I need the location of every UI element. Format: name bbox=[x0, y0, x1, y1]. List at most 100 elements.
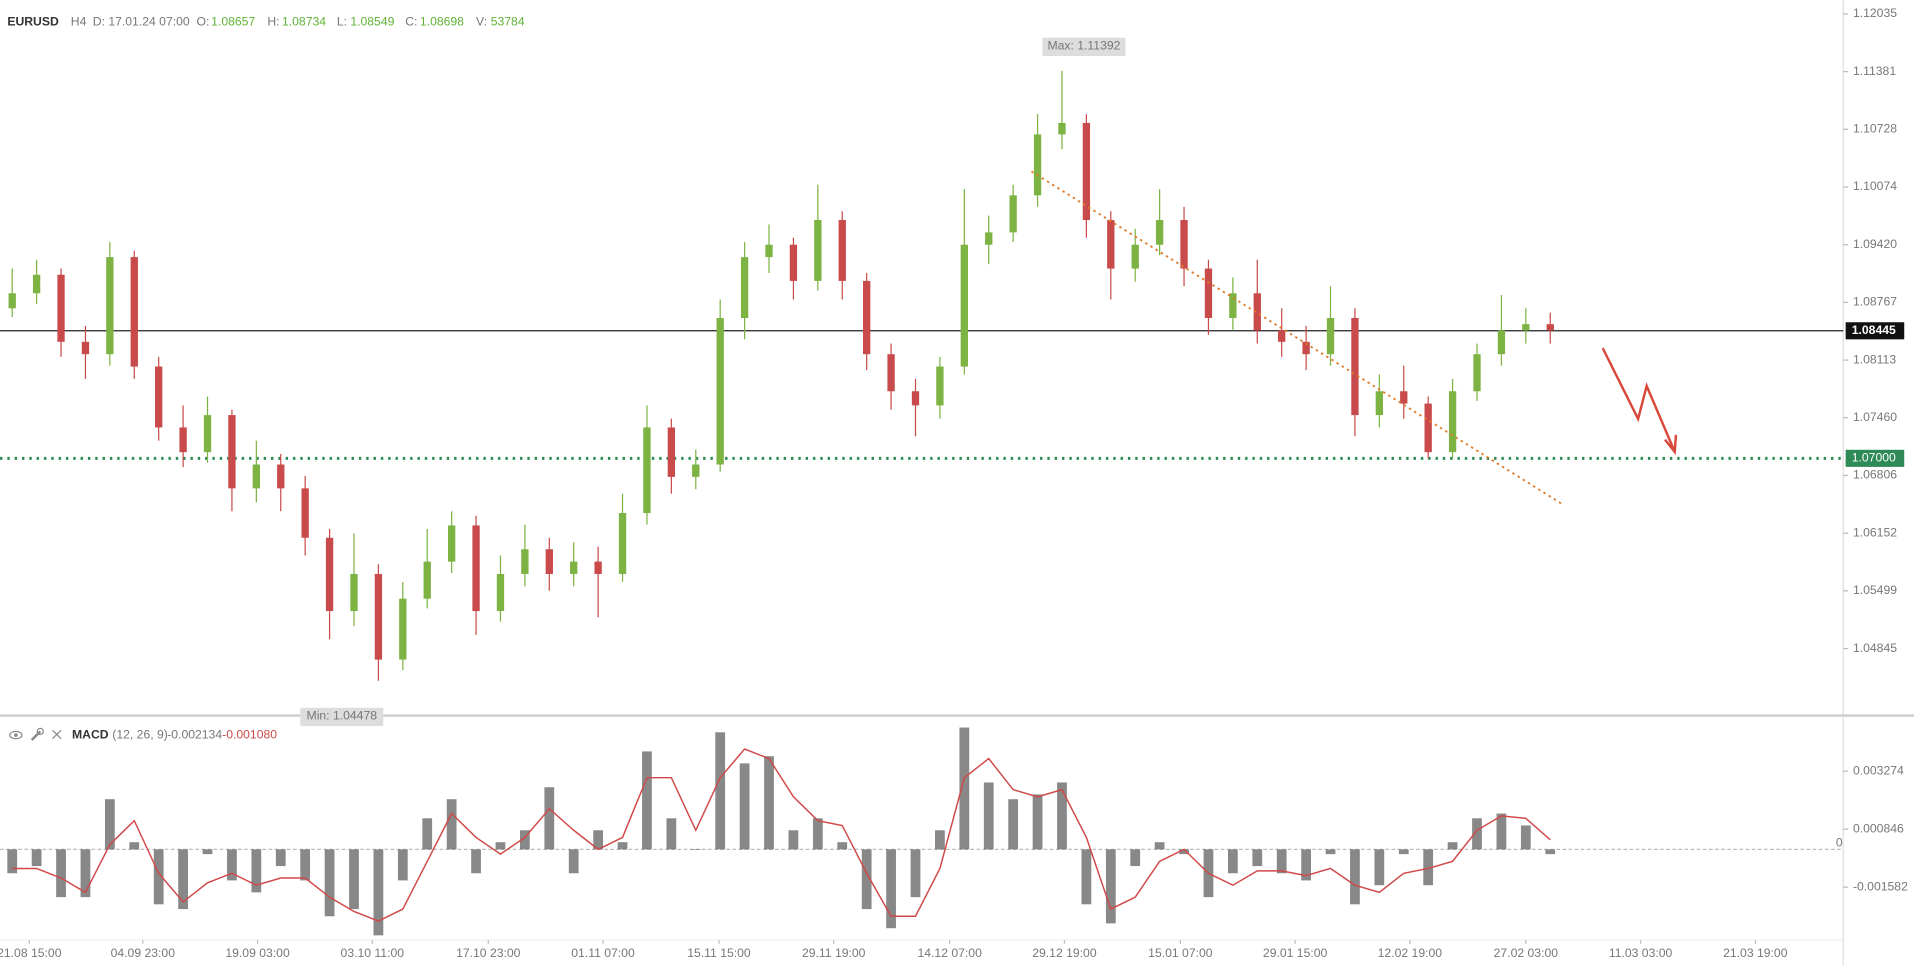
x-tick-label: 15.11 15:00 bbox=[687, 946, 751, 960]
candle-body bbox=[1302, 341, 1310, 355]
field-value: 1.08657 bbox=[211, 14, 255, 28]
macd-bar bbox=[959, 727, 970, 850]
candle-body bbox=[1473, 354, 1481, 392]
candle-body bbox=[1155, 220, 1164, 245]
candle-body bbox=[57, 274, 65, 342]
eye-icon[interactable] bbox=[9, 730, 23, 740]
macd-bar bbox=[495, 842, 506, 850]
macd-bar bbox=[544, 787, 555, 850]
candle-body bbox=[1082, 122, 1091, 221]
candle-body bbox=[1009, 195, 1017, 233]
candle-body bbox=[789, 244, 798, 281]
candle-body bbox=[1326, 317, 1335, 355]
candle-body bbox=[1424, 403, 1432, 453]
candle-body bbox=[765, 244, 773, 258]
candle-body bbox=[1204, 268, 1213, 318]
y-tick-label: 1.10728 bbox=[1853, 121, 1897, 135]
candle-body bbox=[936, 366, 944, 406]
macd-bar bbox=[129, 842, 140, 850]
settings-icon[interactable] bbox=[30, 727, 44, 741]
candle-body bbox=[447, 525, 456, 562]
date: D: 17.01.24 07:00 bbox=[93, 14, 190, 28]
level-box bbox=[1845, 449, 1905, 467]
macd-bar bbox=[1154, 842, 1165, 850]
x-tick-label: 29.01 15:00 bbox=[1263, 946, 1328, 960]
x-tick-label: 12.02 19:00 bbox=[1378, 946, 1443, 960]
candle-body bbox=[472, 525, 480, 612]
macd-bar bbox=[422, 818, 433, 850]
macd-bar bbox=[373, 849, 384, 936]
level-label: 1.07000 bbox=[1852, 451, 1896, 465]
macd-bar bbox=[275, 849, 286, 867]
y-tick-label: 1.12035 bbox=[1853, 6, 1897, 20]
candle-body bbox=[1033, 134, 1042, 196]
macd-bar bbox=[300, 849, 311, 881]
candle-body bbox=[863, 280, 871, 355]
candle-body bbox=[1229, 293, 1237, 318]
x-tick-label: 21.03 19:00 bbox=[1723, 946, 1788, 960]
macd-bar bbox=[1301, 849, 1311, 881]
macd-bar bbox=[861, 849, 872, 910]
macd-bar bbox=[690, 849, 701, 850]
macd-bar bbox=[520, 830, 530, 850]
candle-body bbox=[838, 220, 846, 281]
y-tick-label: 1.11381 bbox=[1853, 64, 1896, 78]
field-label: V: bbox=[476, 14, 487, 28]
candle-body bbox=[1058, 122, 1066, 135]
candle-body bbox=[1400, 391, 1408, 404]
macd-bar bbox=[593, 830, 604, 850]
candle-body bbox=[618, 513, 627, 574]
candle-body bbox=[1546, 324, 1554, 331]
candle-body bbox=[1131, 244, 1139, 269]
field-label: H: bbox=[267, 14, 279, 28]
macd-bar bbox=[1179, 849, 1189, 855]
candle-body bbox=[32, 274, 41, 294]
x-tick-label: 04.09 23:00 bbox=[111, 946, 176, 960]
macd-bar bbox=[1350, 849, 1360, 905]
x-tick-label: 14.12 07:00 bbox=[917, 946, 982, 960]
macd-bar bbox=[7, 849, 18, 874]
macd-bar bbox=[617, 842, 628, 850]
candle-body bbox=[521, 549, 529, 574]
current-price-box bbox=[1845, 322, 1905, 340]
macd-bar bbox=[56, 849, 66, 898]
candle-body bbox=[1351, 317, 1359, 416]
macd-bar bbox=[1374, 849, 1385, 886]
macd-bar bbox=[227, 849, 237, 881]
y-tick-label: 1.05499 bbox=[1853, 583, 1897, 597]
y-tick-label: 1.06806 bbox=[1853, 468, 1897, 482]
x-tick-label: 11.03 03:00 bbox=[1609, 946, 1673, 960]
macd-bar bbox=[153, 849, 164, 905]
candle-body bbox=[911, 391, 920, 406]
candle-body bbox=[325, 537, 334, 612]
close-icon[interactable] bbox=[52, 729, 62, 740]
macd-bar bbox=[812, 818, 823, 850]
symbol: EURUSD bbox=[7, 14, 59, 28]
macd-bar bbox=[1057, 782, 1067, 850]
candle-body bbox=[814, 220, 822, 281]
candle-body bbox=[1522, 324, 1530, 331]
macd-bar bbox=[1423, 849, 1434, 886]
macd-bar bbox=[666, 818, 677, 850]
timeframe: H4 bbox=[71, 14, 87, 28]
candle-body bbox=[740, 257, 749, 318]
candle-body bbox=[81, 341, 90, 355]
field-label: C: bbox=[405, 14, 417, 28]
candle-body bbox=[399, 598, 407, 660]
candle-body bbox=[1448, 391, 1457, 453]
macd-bar bbox=[1545, 849, 1556, 855]
candle-body bbox=[277, 464, 285, 489]
annotation-box bbox=[1042, 37, 1126, 57]
macd-bar bbox=[178, 849, 188, 910]
macd-bar bbox=[983, 782, 994, 850]
macd-bar bbox=[910, 849, 921, 898]
candle-body bbox=[570, 561, 578, 574]
macd-bar bbox=[31, 849, 42, 867]
y-tick-label: 1.09420 bbox=[1853, 237, 1897, 251]
candle-body bbox=[423, 561, 431, 599]
candle-body bbox=[252, 464, 261, 489]
macd-bar bbox=[446, 799, 457, 850]
current-price-label: 1.08445 bbox=[1852, 323, 1896, 337]
field-value: 1.08549 bbox=[350, 14, 394, 28]
